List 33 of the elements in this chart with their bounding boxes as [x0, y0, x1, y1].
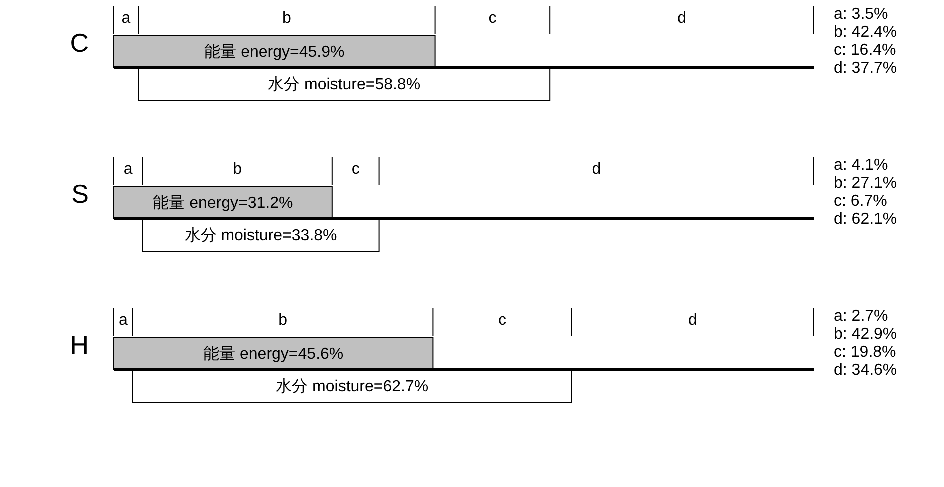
category-label: H — [70, 330, 89, 360]
data-label: a: 4.1% — [834, 157, 888, 174]
data-label: a: 3.5% — [834, 6, 888, 23]
text: b — [282, 10, 292, 27]
data-label: c: 6.7% — [834, 193, 888, 210]
data-label: b: 42.9% — [834, 326, 898, 343]
data-label: 水分 moisture=58.8% — [268, 76, 421, 94]
data-label: 能量 energy=31.2% — [153, 194, 294, 212]
data-label: b: 42.4% — [834, 24, 898, 41]
data-label: 能量 energy=45.9% — [204, 43, 345, 61]
text: a — [124, 161, 133, 178]
text: b — [278, 312, 288, 329]
category-label: C — [70, 28, 89, 58]
text: d — [688, 312, 698, 329]
data-label: d: 34.6% — [834, 362, 898, 379]
data-label: 水分 moisture=62.7% — [276, 378, 429, 396]
text: c — [498, 312, 506, 329]
data-label: c: 16.4% — [834, 42, 896, 59]
data-label: d: 62.1% — [834, 211, 898, 228]
text: d — [592, 161, 602, 178]
data-label: 能量 energy=45.6% — [204, 345, 344, 363]
data-label: d: 37.7% — [834, 60, 898, 77]
data-label: a: 2.7% — [834, 308, 888, 325]
text: c — [352, 161, 360, 178]
category-label: S — [72, 179, 89, 209]
text: a — [122, 10, 131, 27]
text: c — [488, 10, 497, 27]
data-label: b: 27.1% — [834, 175, 898, 192]
data-label: 水分 moisture=33.8% — [184, 226, 338, 244]
text: b — [233, 161, 242, 178]
text: d — [678, 10, 687, 27]
data-label: c: 19.8% — [834, 344, 896, 361]
text: a — [118, 312, 128, 329]
